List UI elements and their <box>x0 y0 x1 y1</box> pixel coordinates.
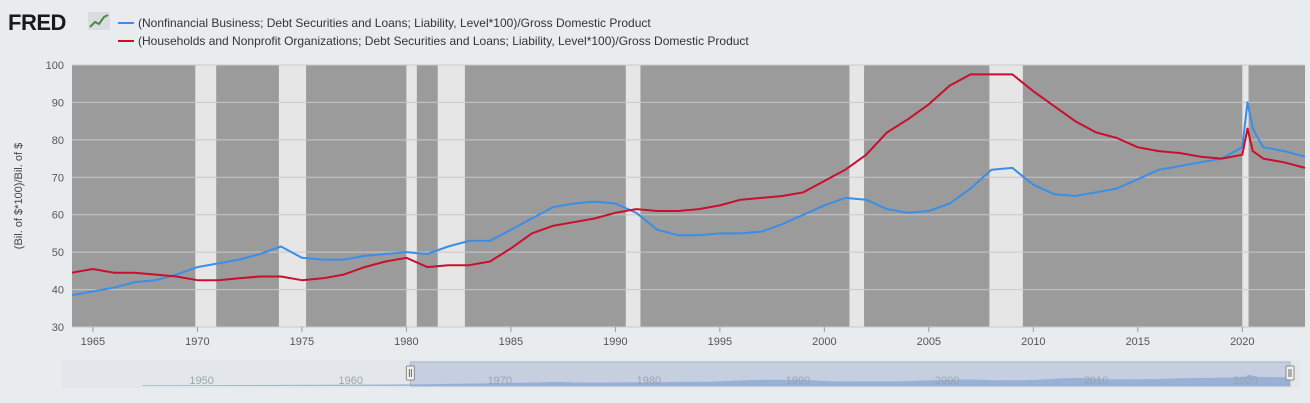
navigator-tick-label-1950: 1950 <box>189 375 213 387</box>
navigator-tick-label-1960: 1960 <box>338 375 362 387</box>
legend-label-series2: (Households and Nonprofit Organizations;… <box>138 34 749 48</box>
navigator-series-area <box>142 374 1290 386</box>
recession-band-6 <box>989 65 1023 327</box>
x-tick-label-1990: 1990 <box>603 336 627 348</box>
navigator-left-handle[interactable] <box>405 365 415 381</box>
recession-band-1 <box>278 65 307 327</box>
legend-swatch-series1 <box>118 22 134 24</box>
legend-item-series2[interactable]: (Households and Nonprofit Organizations;… <box>118 32 749 50</box>
x-tick-label-1985: 1985 <box>499 336 523 348</box>
y-tick-label-30: 30 <box>52 322 64 334</box>
x-tick-label-1965: 1965 <box>81 336 105 348</box>
navigator-tick-label-1980: 1980 <box>637 375 661 387</box>
legend: (Nonfinancial Business; Debt Securities … <box>118 14 749 50</box>
plot-area <box>72 65 1305 327</box>
series-line-2[interactable] <box>71 73 1306 282</box>
recession-band-5 <box>849 65 865 327</box>
navigator-right-handle[interactable] <box>1285 365 1295 381</box>
navigator-tick-label-2010: 2010 <box>1084 375 1108 387</box>
navigator-tick-label-1990: 1990 <box>786 375 810 387</box>
x-tick-label-2020: 2020 <box>1230 336 1254 348</box>
y-tick-label-100: 100 <box>46 60 64 72</box>
recession-band-2 <box>406 65 417 327</box>
navigator-tick-label-2000: 2000 <box>935 375 959 387</box>
y-tick-label-90: 90 <box>52 97 64 109</box>
legend-swatch-series2 <box>118 40 134 42</box>
x-tick-label-2010: 2010 <box>1021 336 1045 348</box>
x-tick-label-1995: 1995 <box>708 336 732 348</box>
x-tick-label-1980: 1980 <box>394 336 418 348</box>
x-tick-label-2005: 2005 <box>917 336 941 348</box>
y-tick-label-40: 40 <box>52 285 64 297</box>
y-axis-label: (Bil. of $*100)/Bil. of $ <box>13 143 25 249</box>
fred-logo[interactable]: FRED <box>8 10 66 35</box>
recession-band-0 <box>195 65 217 327</box>
recession-band-4 <box>625 65 641 327</box>
navigator-tick-label-2020: 2020 <box>1233 375 1257 387</box>
legend-item-series1[interactable]: (Nonfinancial Business; Debt Securities … <box>118 14 749 32</box>
x-tick-label-1970: 1970 <box>185 336 209 348</box>
y-tick-label-50: 50 <box>52 247 64 259</box>
y-tick-label-70: 70 <box>52 172 64 184</box>
series-line-1[interactable] <box>71 101 1306 297</box>
recession-band-7 <box>1242 65 1249 327</box>
y-tick-label-80: 80 <box>52 135 64 147</box>
x-tick-label-1975: 1975 <box>290 336 314 348</box>
legend-label-series1: (Nonfinancial Business; Debt Securities … <box>138 16 651 30</box>
navigator-tick-label-1970: 1970 <box>488 375 512 387</box>
recession-band-3 <box>437 65 465 327</box>
chart-line-icon <box>88 12 110 30</box>
x-tick-label-2015: 2015 <box>1126 336 1150 348</box>
y-tick-label-60: 60 <box>52 210 64 222</box>
x-tick-label-2000: 2000 <box>812 336 836 348</box>
